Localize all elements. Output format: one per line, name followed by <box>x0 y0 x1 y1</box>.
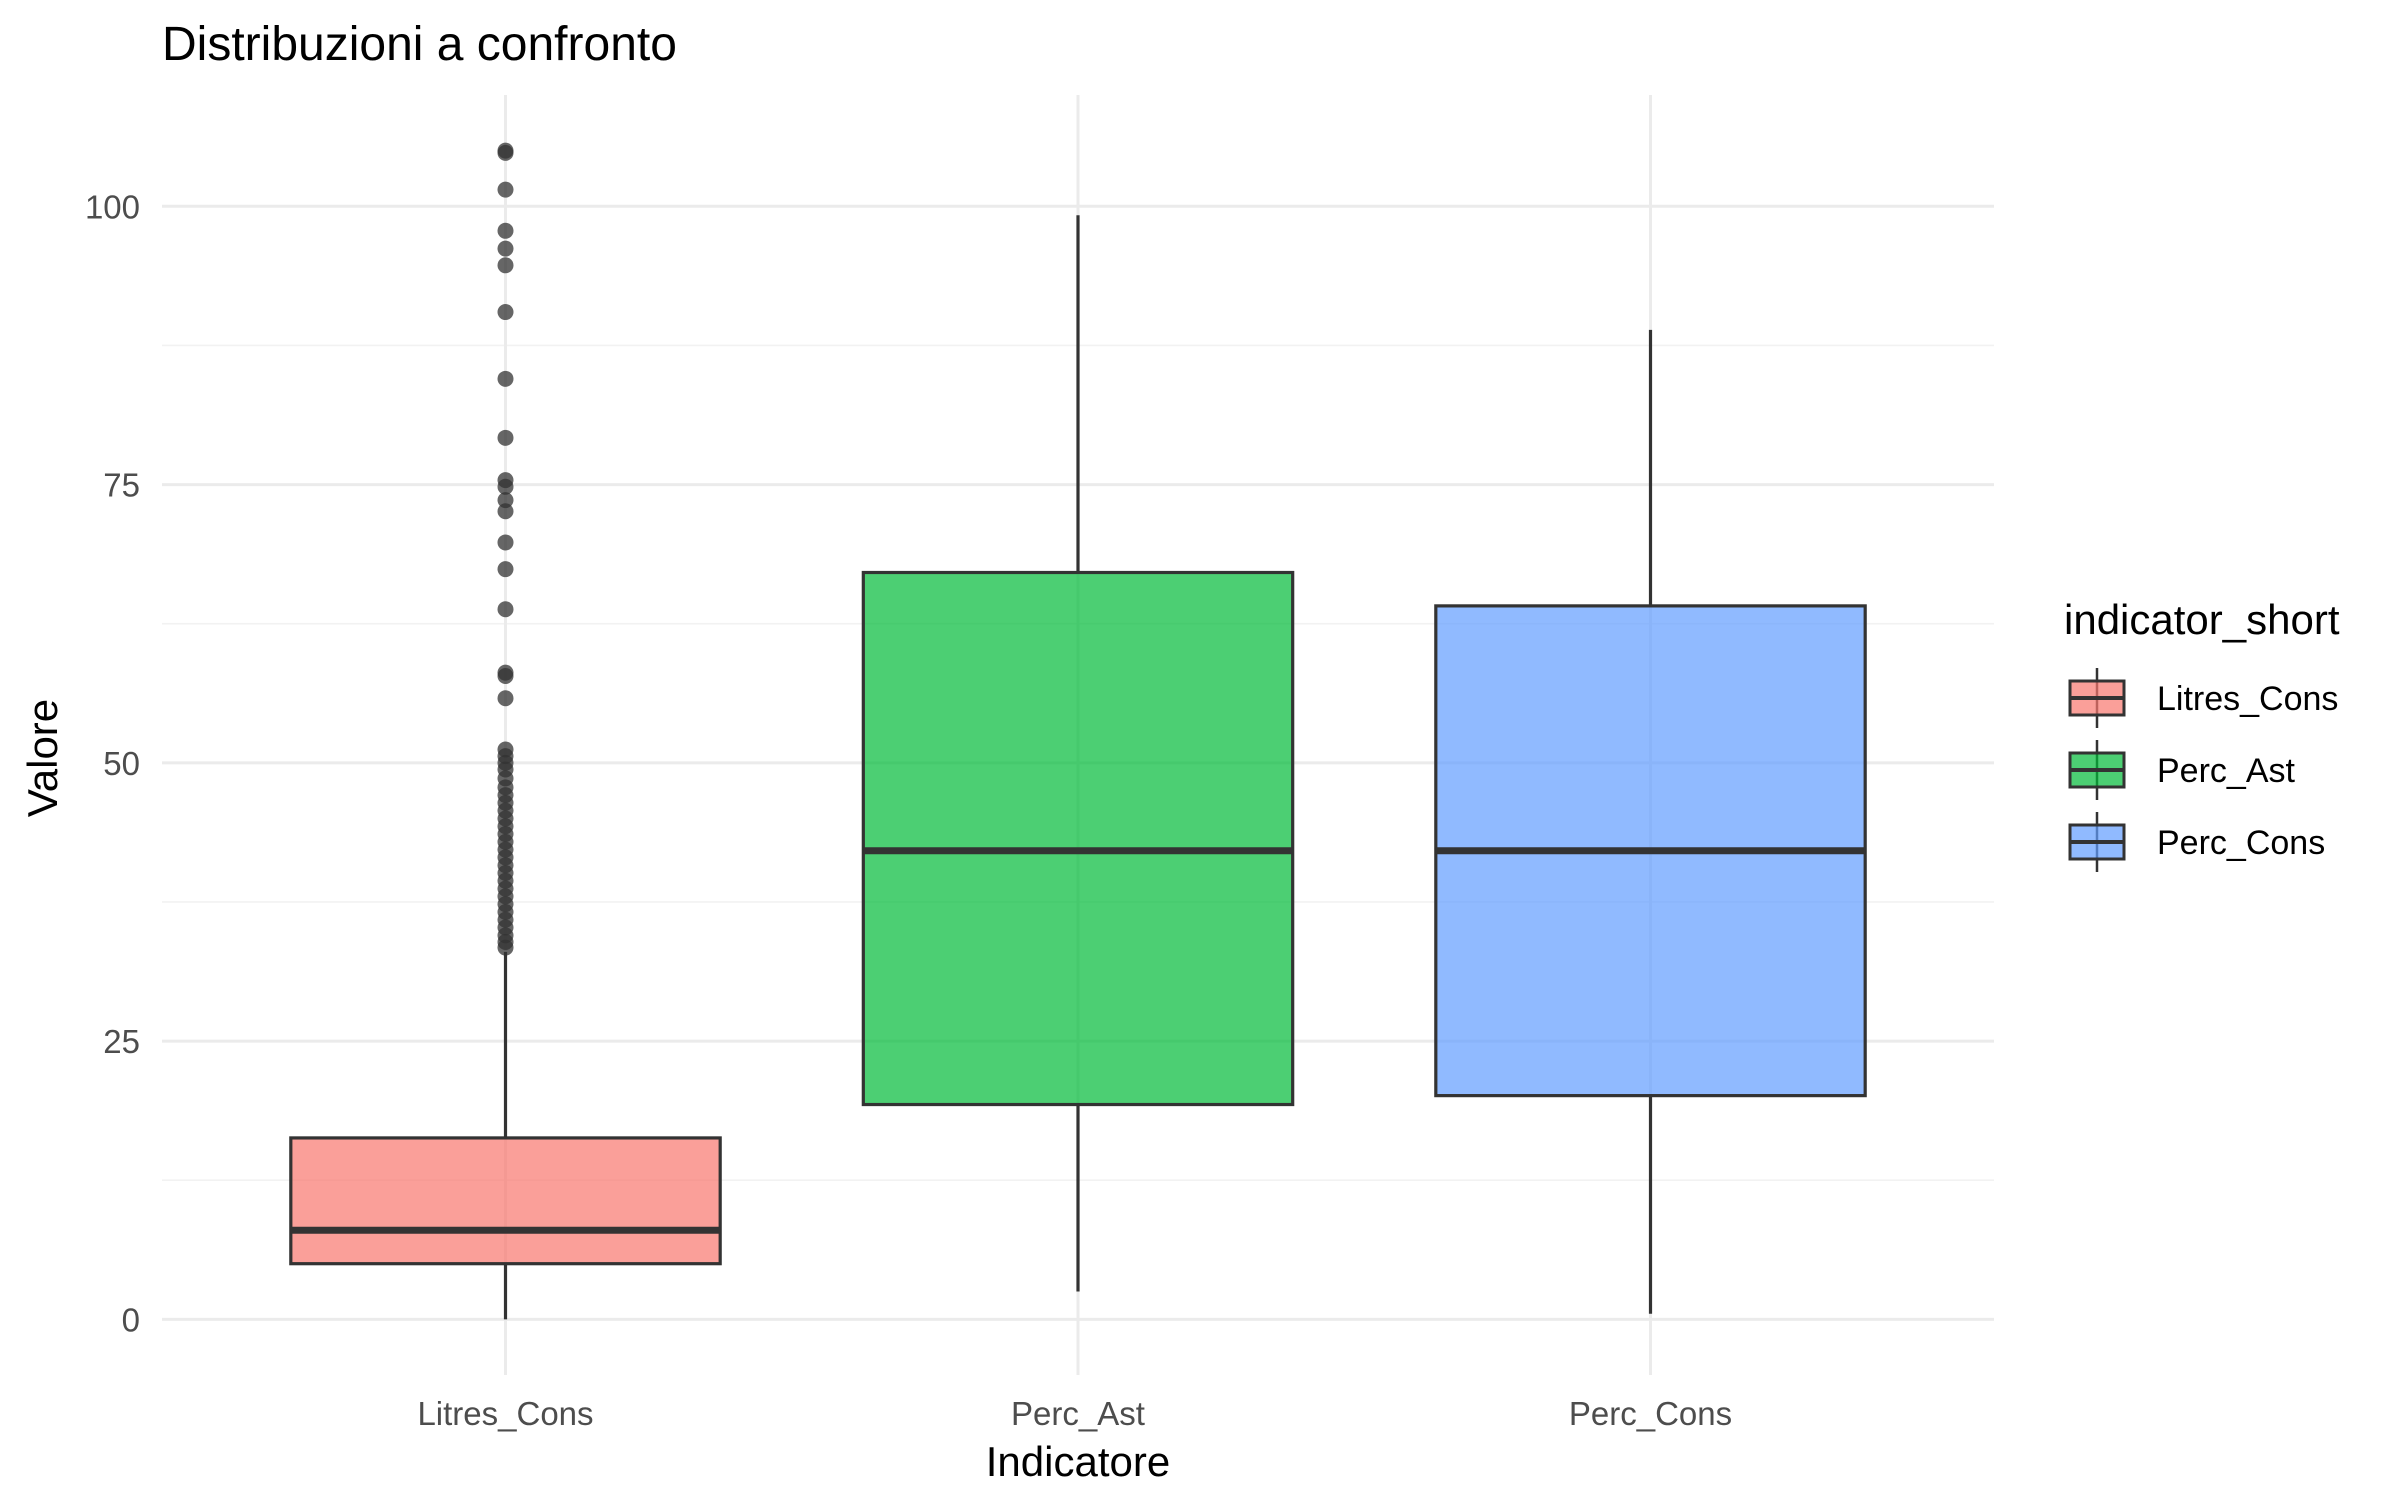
y-tick-label: 100 <box>85 188 140 225</box>
boxes <box>289 142 1867 1320</box>
outlier-point <box>497 240 514 257</box>
legend-title: indicator_short <box>2064 596 2340 643</box>
outlier-point <box>497 222 514 239</box>
x-axis-title: Indicatore <box>986 1438 1170 1485</box>
y-tick-label: 25 <box>103 1023 140 1060</box>
outlier-point <box>497 534 514 551</box>
outlier-point <box>497 939 514 956</box>
y-tick-label: 50 <box>103 745 140 782</box>
box-perc-cons <box>1434 329 1867 1314</box>
outlier-point <box>497 144 514 161</box>
outlier-point <box>497 181 514 198</box>
outlier-point <box>497 370 514 387</box>
outlier-point <box>497 503 514 520</box>
box-litres-cons <box>289 142 722 1320</box>
outlier-point <box>497 601 514 618</box>
legend-label: Perc_Ast <box>2157 752 2295 790</box>
outlier-point <box>497 429 514 446</box>
legend-item-perc-cons: Perc_Cons <box>2068 812 2325 872</box>
box-iqr <box>861 570 1295 1107</box>
legend-label: Litres_Cons <box>2157 680 2338 718</box>
x-axis-ticks: Litres_Cons Perc_Ast Perc_Cons <box>417 1395 1732 1432</box>
box-perc-ast <box>861 215 1295 1292</box>
outlier-point <box>497 668 514 685</box>
y-axis-ticks: 0 25 50 75 100 <box>85 188 140 1338</box>
y-axis-title: Valore <box>19 699 66 817</box>
x-tick-label: Perc_Cons <box>1569 1395 1732 1432</box>
outlier-point <box>497 304 514 321</box>
outlier-point <box>497 492 514 509</box>
legend: indicator_short Litres_Cons Perc_Ast Perc_… <box>2064 596 2340 872</box>
chart-title: Distribuzioni a confronto <box>162 18 677 71</box>
y-tick-label: 0 <box>122 1301 140 1338</box>
outlier-point <box>497 690 514 707</box>
legend-label: Perc_Cons <box>2157 824 2325 862</box>
legend-item-litres-cons: Litres_Cons <box>2068 668 2338 728</box>
box-iqr <box>289 1136 722 1266</box>
outlier-point <box>497 257 514 274</box>
x-tick-label: Litres_Cons <box>417 1395 593 1432</box>
legend-item-perc-ast: Perc_Ast <box>2068 740 2295 800</box>
outlier-point <box>497 561 514 578</box>
y-tick-label: 75 <box>103 467 140 504</box>
x-tick-label: Perc_Ast <box>1011 1395 1145 1432</box>
outlier-point <box>497 478 514 495</box>
